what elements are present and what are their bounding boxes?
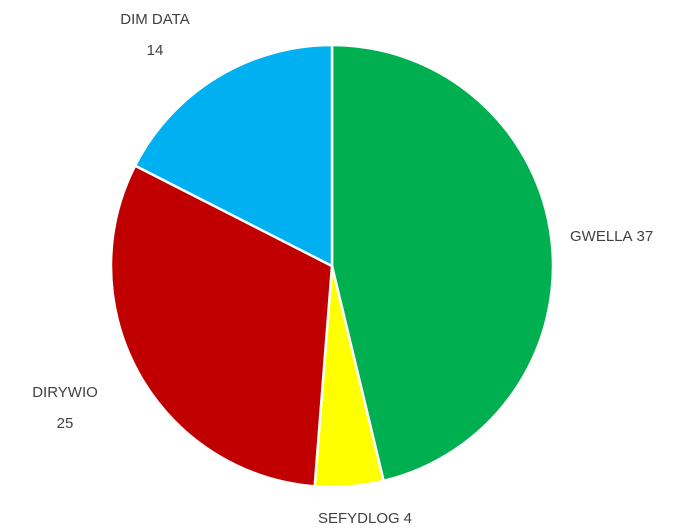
data-label: GWELLA 37 <box>570 228 653 245</box>
data-label-value: 37 <box>637 228 654 245</box>
data-label-value: 25 <box>57 415 74 432</box>
data-label-name: DIM DATA <box>120 11 189 28</box>
pie-slice <box>330 43 555 483</box>
pie-slice <box>109 163 334 488</box>
data-label-name: GWELLA <box>570 228 633 245</box>
data-label-name: DIRYWIO <box>32 384 98 401</box>
data-label-value: 14 <box>147 42 164 59</box>
data-label-value: 4 <box>404 510 412 527</box>
data-label: SEFYDLOG 4 <box>318 510 412 527</box>
data-label-name: SEFYDLOG <box>318 510 400 527</box>
pie-slice <box>133 43 334 269</box>
